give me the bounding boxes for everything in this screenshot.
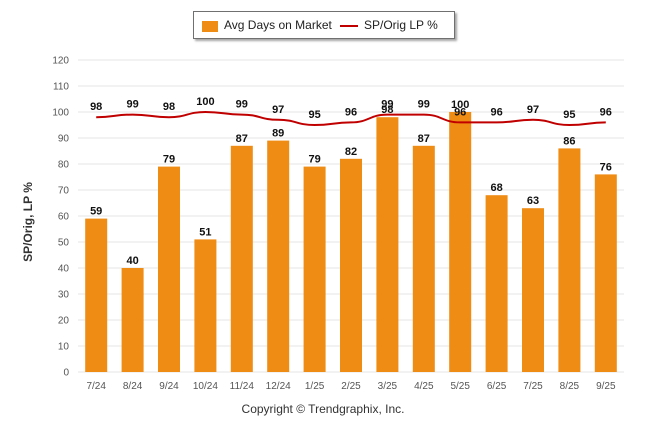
y-tick-label: 90 xyxy=(58,134,70,145)
line-path xyxy=(96,110,606,127)
line-value-label: 98 xyxy=(90,101,102,113)
y-tick-label: 100 xyxy=(52,108,69,119)
x-tick-label: 2/25 xyxy=(341,381,361,392)
bar xyxy=(376,117,399,372)
x-tick-label: 3/25 xyxy=(378,381,398,392)
legend-item-bar: Avg Days on Market xyxy=(224,18,332,32)
y-tick-label: 120 xyxy=(52,56,69,67)
line-value-label: 99 xyxy=(381,99,393,111)
y-tick-label: 40 xyxy=(58,264,70,275)
y-tick-label: 60 xyxy=(58,212,70,223)
line-value-label: 95 xyxy=(563,109,575,121)
y-tick-label: 30 xyxy=(58,290,70,301)
x-tick-label: 5/25 xyxy=(450,381,470,392)
bar-value-label: 76 xyxy=(600,161,612,173)
bar-data-labels: 59 40 79 51 87 89 79 82 98 87 100 68 63 86 76 xyxy=(90,99,612,267)
x-axis-ticks: 7/24 8/24 9/24 10/24 11/24 12/24 1/25 2/25 3/25 4… xyxy=(86,381,616,392)
bar xyxy=(594,174,617,372)
copyright-text: Copyright © Trendgraphix, Inc. xyxy=(241,402,405,416)
bar xyxy=(522,208,544,372)
x-tick-label: 10/24 xyxy=(193,381,218,392)
y-axis-ticks: 0 10 20 30 40 50 60 70 80 90 100 110 120 xyxy=(52,56,69,379)
bar-value-label: 86 xyxy=(563,135,575,147)
bar-value-label: 82 xyxy=(345,146,357,158)
bar xyxy=(121,268,144,372)
legend-bar-swatch xyxy=(202,21,218,32)
line-value-label: 95 xyxy=(308,109,320,121)
bar-value-label: 63 xyxy=(527,195,539,207)
y-axis-label: SP/Orig, LP % xyxy=(21,182,35,262)
x-tick-label: 7/25 xyxy=(523,381,543,392)
line-value-label: 99 xyxy=(126,99,138,111)
bar xyxy=(230,145,253,372)
y-tick-label: 80 xyxy=(58,160,70,171)
line-value-label: 96 xyxy=(600,106,612,118)
bar-series xyxy=(85,112,617,372)
bar-value-label: 100 xyxy=(451,99,469,111)
x-tick-label: 11/24 xyxy=(230,381,255,392)
x-tick-label: 12/24 xyxy=(266,381,291,392)
line-series xyxy=(96,110,606,127)
y-tick-label: 110 xyxy=(53,82,69,93)
line-value-label: 97 xyxy=(272,104,284,116)
line-value-label: 96 xyxy=(345,106,357,118)
line-value-label: 99 xyxy=(418,99,430,111)
y-tick-label: 70 xyxy=(58,186,70,197)
bar xyxy=(558,148,581,372)
x-tick-label: 4/25 xyxy=(414,381,434,392)
bar xyxy=(485,195,508,372)
x-tick-label: 9/25 xyxy=(596,381,616,392)
bar-value-label: 51 xyxy=(199,226,211,238)
bar-value-label: 59 xyxy=(90,206,102,218)
bar-value-label: 87 xyxy=(418,133,430,145)
y-tick-label: 50 xyxy=(58,238,70,249)
bar-value-label: 40 xyxy=(126,255,138,267)
legend: Avg Days on Market SP/Orig LP % xyxy=(193,11,455,39)
line-value-label: 96 xyxy=(490,106,502,118)
bar xyxy=(340,158,362,372)
bar-value-label: 98 xyxy=(381,104,393,116)
line-value-label: 98 xyxy=(163,101,175,113)
bar xyxy=(449,112,472,372)
line-value-label: 99 xyxy=(236,99,248,111)
bar xyxy=(303,166,326,372)
bar xyxy=(412,145,435,372)
x-tick-label: 8/25 xyxy=(560,381,580,392)
bar xyxy=(158,166,180,372)
x-tick-label: 6/25 xyxy=(487,381,507,392)
x-tick-label: 9/24 xyxy=(159,381,179,392)
bar xyxy=(85,218,108,372)
legend-line-swatch xyxy=(340,25,358,27)
bar xyxy=(267,140,290,372)
x-tick-label: 1/25 xyxy=(305,381,325,392)
bar xyxy=(194,239,217,372)
line-value-label: 96 xyxy=(454,106,466,118)
bar-value-label: 87 xyxy=(236,133,248,145)
bar-value-label: 89 xyxy=(272,128,284,140)
bar-value-label: 68 xyxy=(490,182,502,194)
legend-item-line: SP/Orig LP % xyxy=(364,18,438,32)
bar-value-label: 79 xyxy=(308,154,320,166)
line-value-label: 97 xyxy=(527,104,539,116)
y-tick-label: 20 xyxy=(58,316,70,327)
y-tick-label: 10 xyxy=(58,342,70,353)
x-tick-label: 8/24 xyxy=(123,381,143,392)
bar-value-label: 79 xyxy=(163,154,175,166)
y-tick-label: 0 xyxy=(63,368,69,379)
x-tick-label: 7/24 xyxy=(86,381,106,392)
line-value-label: 100 xyxy=(196,96,214,108)
